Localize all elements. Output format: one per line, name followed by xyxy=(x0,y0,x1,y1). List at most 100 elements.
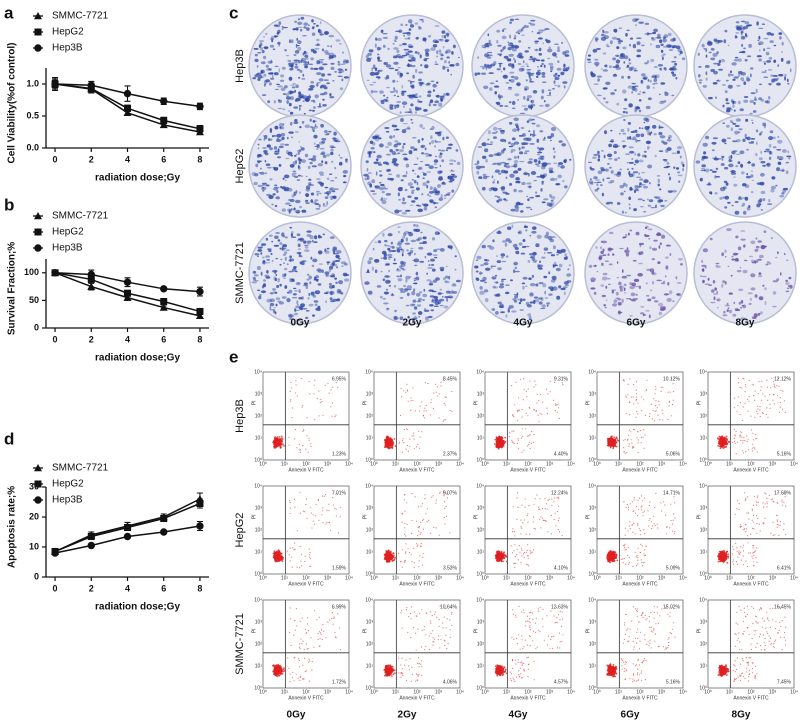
colony xyxy=(548,236,553,240)
colony xyxy=(635,294,637,296)
colony xyxy=(415,106,417,110)
colony xyxy=(532,275,534,278)
colony xyxy=(612,37,617,40)
colony xyxy=(489,154,494,157)
colony xyxy=(766,52,770,56)
colony xyxy=(546,232,549,236)
colony xyxy=(306,279,309,281)
colony xyxy=(300,29,302,32)
colony xyxy=(743,26,748,29)
colony xyxy=(628,85,633,89)
colony xyxy=(663,46,668,48)
legend-marker xyxy=(34,244,41,251)
colony xyxy=(773,280,778,282)
colony xyxy=(449,291,454,294)
colony xyxy=(449,296,453,298)
colony xyxy=(263,56,266,59)
colony xyxy=(397,243,402,247)
colony xyxy=(483,86,488,90)
quadrant-percent: 2.37% xyxy=(443,451,458,457)
event xyxy=(533,409,534,410)
colony xyxy=(440,289,442,291)
colony xyxy=(514,141,519,144)
colony xyxy=(311,257,313,260)
event xyxy=(525,428,526,429)
colony xyxy=(503,75,508,79)
colony xyxy=(760,161,765,163)
colony xyxy=(439,52,443,55)
colony xyxy=(733,76,738,78)
colony xyxy=(304,245,309,246)
colony xyxy=(501,253,506,256)
colony xyxy=(603,304,606,306)
colony xyxy=(786,291,789,293)
colony xyxy=(772,306,777,307)
colony xyxy=(440,152,442,155)
y-axis-title: PI xyxy=(362,400,368,405)
colony xyxy=(753,102,755,105)
colony xyxy=(633,208,637,211)
colony xyxy=(477,56,479,59)
colony xyxy=(537,32,541,34)
colony xyxy=(501,150,504,154)
colony xyxy=(619,169,622,171)
colony xyxy=(628,122,631,125)
colony xyxy=(738,58,742,62)
colony xyxy=(394,140,398,142)
colony xyxy=(526,79,528,81)
event xyxy=(636,390,637,391)
colony xyxy=(379,187,384,190)
colony xyxy=(414,306,417,309)
marker xyxy=(196,125,203,132)
colony xyxy=(716,168,719,170)
colony xyxy=(380,257,383,259)
colony xyxy=(645,226,648,229)
colony xyxy=(291,137,293,139)
colony xyxy=(623,111,626,113)
legend-marker xyxy=(34,44,41,51)
colony xyxy=(378,70,383,72)
colony xyxy=(282,28,284,29)
colony xyxy=(295,200,301,204)
colony xyxy=(275,197,277,199)
event xyxy=(610,447,612,449)
colony xyxy=(608,248,613,250)
colony xyxy=(748,44,752,48)
colony xyxy=(402,175,407,177)
colony xyxy=(305,154,308,158)
colony xyxy=(386,75,389,79)
colony xyxy=(431,264,434,266)
colony xyxy=(548,63,553,66)
colony xyxy=(421,146,424,149)
colony xyxy=(322,205,327,206)
colony xyxy=(335,177,338,179)
colony xyxy=(407,64,412,67)
legend-label: HepG2 xyxy=(52,479,84,490)
event xyxy=(408,451,409,452)
y-tick-label: 10⁴ xyxy=(254,369,262,375)
colony xyxy=(724,30,727,33)
colony xyxy=(749,113,752,115)
colony xyxy=(322,48,324,51)
colony xyxy=(277,32,280,35)
event xyxy=(667,419,668,420)
colony xyxy=(761,245,766,249)
colony xyxy=(499,64,501,68)
colony xyxy=(523,239,526,242)
colony xyxy=(569,159,571,161)
colony xyxy=(266,259,270,261)
event xyxy=(433,393,434,394)
colony xyxy=(305,246,309,249)
colony xyxy=(372,193,377,195)
colony xyxy=(434,145,436,148)
colony xyxy=(527,198,529,201)
colony xyxy=(282,108,285,110)
event xyxy=(391,444,393,446)
colony xyxy=(617,202,621,205)
event xyxy=(626,452,627,453)
colony-plate xyxy=(249,222,351,324)
colony xyxy=(313,23,316,25)
marker xyxy=(88,82,95,89)
colony xyxy=(602,277,608,281)
colony xyxy=(649,315,651,319)
